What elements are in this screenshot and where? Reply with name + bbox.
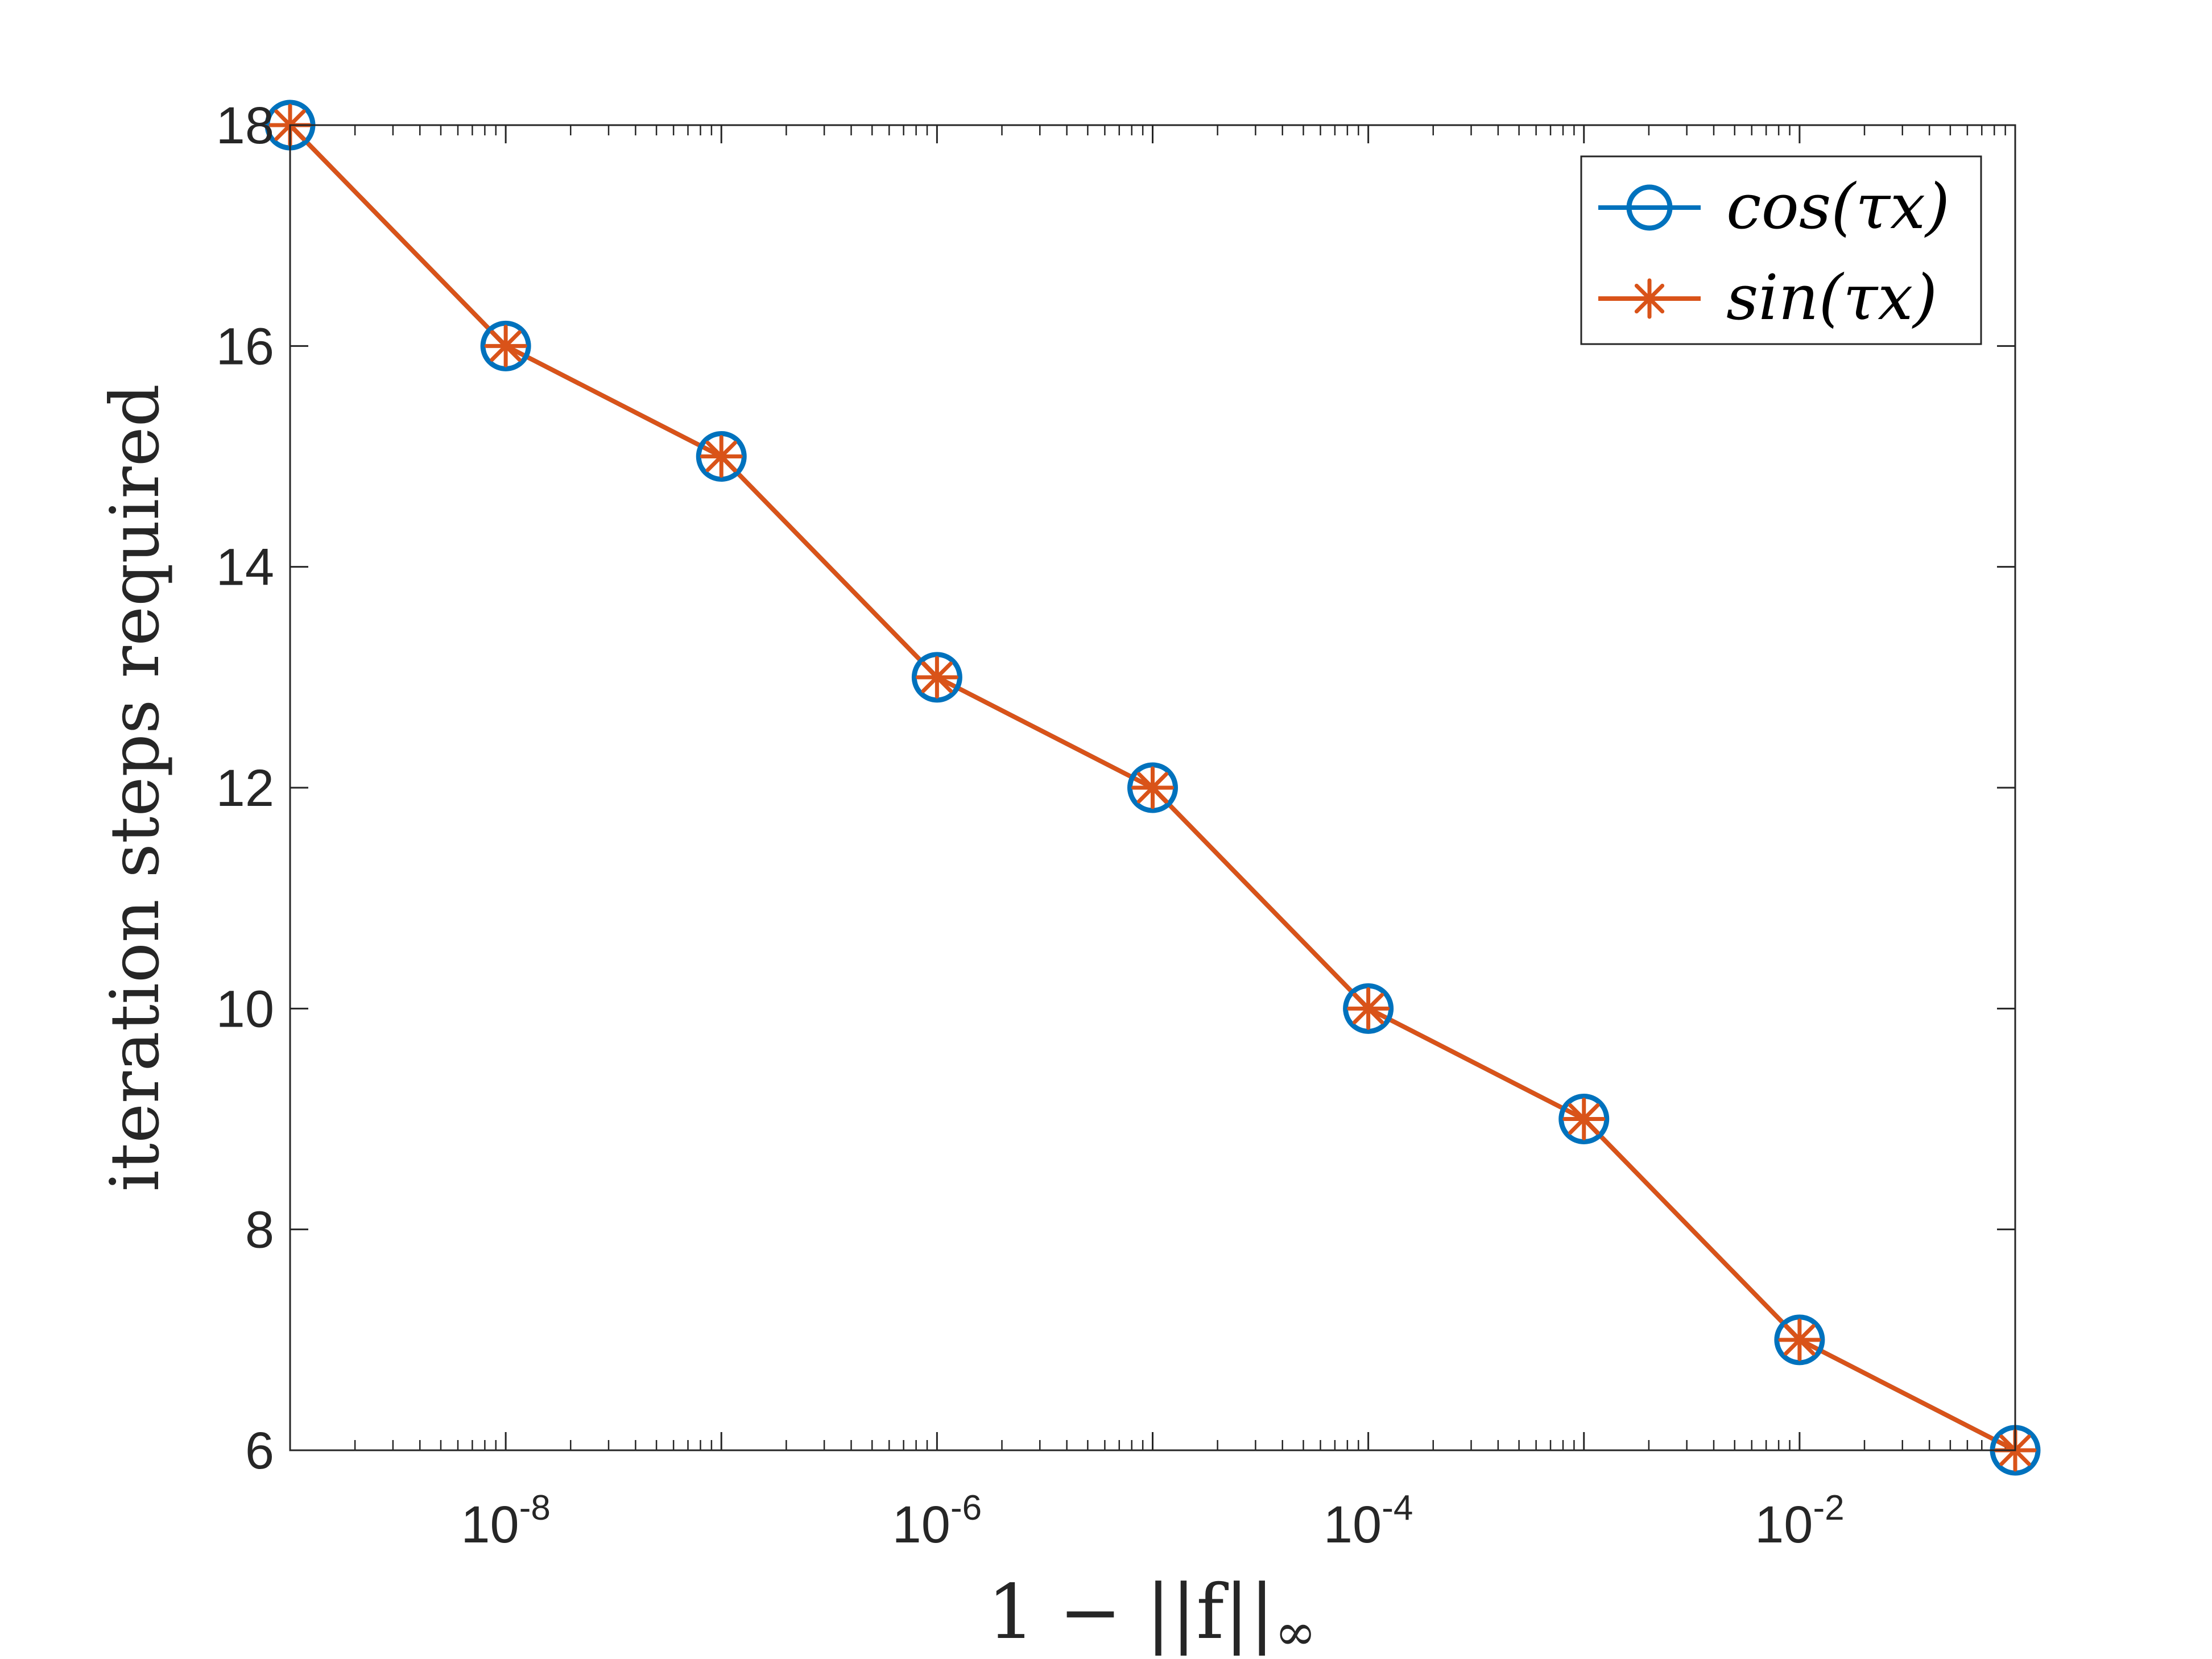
data-point-asterisk: [1778, 1318, 1821, 1362]
data-point-circle: [1343, 983, 1394, 1034]
x-tick-label: 10-6: [892, 1488, 982, 1554]
x-tick-label: 10-4: [1324, 1488, 1413, 1554]
x-tick-label: 10-8: [461, 1488, 550, 1554]
x-tick-label-exponent: -4: [1382, 1488, 1413, 1528]
data-point-asterisk: [1347, 987, 1390, 1030]
legend-label: sin(τx): [1726, 261, 1937, 334]
y-tick-label: 12: [216, 759, 274, 817]
legend: cos(τx) sin(τx): [1580, 155, 1982, 345]
data-point-circle: [1127, 762, 1178, 813]
data-point-circle: [480, 320, 531, 371]
legend-label: cos(τx): [1726, 170, 1950, 243]
data-point-asterisk: [484, 324, 527, 367]
x-minor-ticks: [354, 125, 2006, 1450]
axes-box: [289, 124, 2016, 1451]
x-axis-title: 1 − ||f||∞: [987, 1569, 1317, 1659]
y-tick-labels: 6 8 10 12 14 16 18: [216, 97, 274, 1480]
y-tick-label: 6: [245, 1422, 274, 1480]
y-tick-label: 14: [216, 539, 274, 597]
x-tick-label-base: 10: [1755, 1496, 1813, 1554]
data-point-circle: [1626, 184, 1673, 231]
x-tick-label: 10-2: [1755, 1488, 1844, 1554]
legend-entries: cos(τx) sin(τx): [1598, 170, 1950, 334]
data-point-asterisk: [1131, 766, 1174, 809]
x-tick-labels: 10-8 10-6 10-4 10-2: [461, 1488, 1844, 1554]
data-point-circle: [911, 652, 962, 703]
y-tick-label: 10: [216, 980, 274, 1038]
x-axis-title-main: 1 − ||f||: [987, 1569, 1275, 1656]
data-point-asterisk: [1562, 1098, 1606, 1140]
y-axis-title: iteration steps required: [96, 384, 174, 1191]
data-point-circle: [696, 431, 747, 482]
x-tick-label-base: 10: [892, 1496, 950, 1554]
y-tick-label: 18: [216, 97, 274, 155]
x-tick-label-exponent: -8: [519, 1488, 551, 1528]
x-tick-label-exponent: -2: [1813, 1488, 1844, 1528]
data-point-circle: [1774, 1314, 1825, 1366]
legend-entry-1: cos(τx): [1598, 170, 1950, 243]
data-point-asterisk: [1629, 278, 1670, 319]
x-axis-title-subscript: ∞: [1275, 1603, 1316, 1659]
legend-entry-2: sin(τx): [1598, 261, 1937, 334]
x-tick-label-base: 10: [1324, 1496, 1382, 1554]
x-tick-label-base: 10: [461, 1496, 519, 1554]
x-tick-label-exponent: -6: [950, 1488, 982, 1528]
data-point-circle: [1558, 1094, 1610, 1144]
data-point-asterisk: [700, 435, 743, 478]
data-point-asterisk: [915, 656, 958, 699]
y-tick-label: 8: [245, 1201, 274, 1259]
y-tick-label: 16: [216, 317, 274, 375]
